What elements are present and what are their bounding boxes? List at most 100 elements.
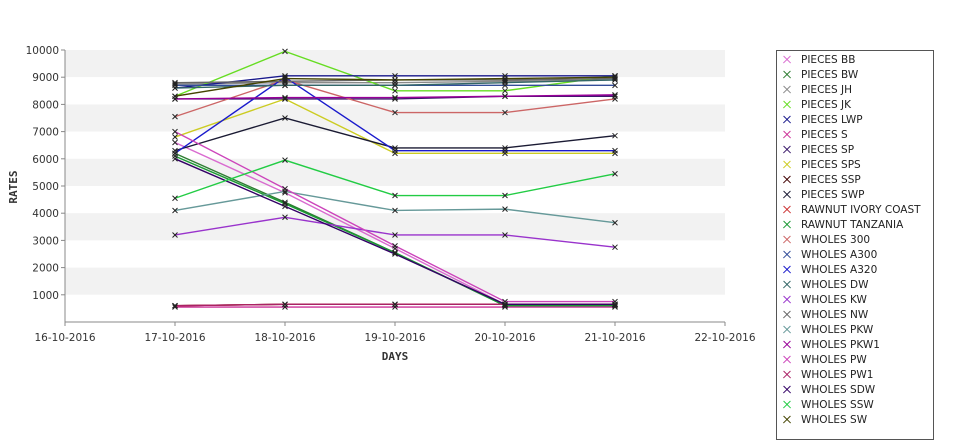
data-point	[502, 147, 508, 154]
data-point	[392, 242, 398, 249]
data-point	[612, 132, 618, 139]
data-point	[172, 93, 178, 100]
data-point	[282, 301, 288, 308]
data-point	[282, 96, 288, 102]
legend-label: PIECES BB	[801, 53, 856, 66]
x-tick-label: 22-10-2016	[694, 332, 755, 344]
data-point	[392, 94, 398, 101]
data-point	[502, 192, 508, 199]
data-point	[502, 87, 508, 94]
data-point	[282, 157, 288, 164]
legend-marker-icon	[781, 204, 793, 216]
data-point	[502, 93, 508, 100]
legend-marker-icon	[781, 114, 793, 126]
data-point	[612, 92, 618, 98]
legend-marker-icon	[781, 219, 793, 231]
x-tick-label: 21-10-2016	[584, 332, 645, 344]
legend-label: WHOLES DW	[801, 278, 869, 291]
legend-marker-icon	[781, 384, 793, 396]
legend-label: PIECES SSP	[801, 173, 861, 186]
data-point	[502, 109, 508, 116]
legend-item: WHOLES DW	[781, 277, 869, 292]
data-point	[392, 207, 398, 214]
data-point	[282, 115, 288, 121]
y-tick-label: 7000	[32, 127, 59, 139]
legend-item: RAWNUT IVORY COAST	[781, 202, 921, 217]
legend-marker-icon	[781, 369, 793, 381]
legend-item: PIECES JH	[781, 82, 852, 97]
legend-label: PIECES JK	[801, 98, 852, 111]
data-point	[502, 232, 508, 238]
legend-item: PIECES LWP	[781, 112, 863, 127]
y-tick-labels: 1000 2000 3000 4000 5000 6000 7000 8000 9000 1000…	[26, 45, 65, 302]
legend-label: WHOLES SW	[801, 413, 868, 426]
data-point	[172, 113, 178, 120]
data-point	[502, 301, 508, 308]
data-point	[392, 109, 398, 116]
data-point	[502, 75, 508, 82]
data-point	[392, 249, 398, 256]
legend-marker-icon	[781, 294, 793, 306]
data-point	[172, 85, 178, 91]
data-point	[392, 77, 398, 83]
data-point	[612, 301, 618, 308]
legend-item: WHOLES A320	[781, 262, 877, 277]
data-point	[282, 94, 288, 101]
legend-item: PIECES BB	[781, 52, 855, 67]
data-point	[392, 232, 398, 238]
data-point	[612, 219, 618, 226]
legend-item: WHOLES PKW	[781, 322, 873, 337]
data-point	[612, 75, 618, 82]
data-points	[172, 48, 618, 310]
legend-item: WHOLES PW1	[781, 367, 873, 382]
legend-label: WHOLES SSW	[801, 398, 874, 411]
plot-band	[65, 158, 725, 186]
x-tick-label: 20-10-2016	[474, 332, 535, 344]
legend-item: WHOLES PKW1	[781, 337, 880, 352]
legend-item: WHOLES 300	[781, 232, 870, 247]
legend-label: WHOLES A320	[801, 263, 878, 276]
x-tick-labels: 16-10-2016 17-10-2016 18-10-2016 19-10-2016…	[34, 322, 756, 344]
legend-item: WHOLES SW	[781, 412, 867, 427]
data-point	[282, 82, 288, 89]
y-tick-label: 6000	[32, 154, 59, 166]
legend-marker-icon	[781, 189, 793, 201]
legend-label: WHOLES SDW	[801, 383, 876, 396]
data-point	[172, 232, 178, 238]
legend-item: PIECES SSP	[781, 172, 861, 187]
y-tick-label: 2000	[32, 263, 59, 275]
legend-marker-icon	[781, 99, 793, 111]
legend-marker-icon	[781, 324, 793, 336]
data-point	[502, 302, 508, 309]
legend-item: PIECES SWP	[781, 187, 864, 202]
legend-label: WHOLES PW1	[801, 368, 874, 381]
legend-label: PIECES SPS	[801, 158, 861, 171]
data-point	[172, 128, 178, 135]
data-point	[282, 185, 288, 192]
data-point	[392, 301, 398, 308]
legend-label: PIECES JH	[801, 83, 853, 96]
legend-label: WHOLES KW	[801, 293, 867, 306]
data-point	[392, 251, 398, 257]
x-tick-label: 19-10-2016	[364, 332, 425, 344]
x-tick-label: 16-10-2016	[34, 332, 95, 344]
legend-label: WHOLES NW	[801, 308, 869, 321]
plot-band	[65, 50, 725, 78]
x-tick-label: 18-10-2016	[254, 332, 315, 344]
legend-marker-icon	[781, 159, 793, 171]
legend-marker-icon	[781, 399, 793, 411]
plot-band	[65, 213, 725, 241]
legend-item: PIECES JK	[781, 97, 851, 112]
y-tick-label: 1000	[32, 290, 59, 302]
data-point	[612, 302, 618, 309]
legend-label: PIECES BW	[801, 68, 859, 81]
data-point	[392, 82, 398, 89]
legend-marker-icon	[781, 129, 793, 141]
legend-marker-icon	[781, 174, 793, 186]
data-point	[392, 192, 398, 199]
legend-item: WHOLES A300	[781, 247, 877, 262]
legend-marker-icon	[781, 69, 793, 81]
data-point	[612, 170, 618, 177]
data-point	[612, 82, 618, 89]
legend-label: PIECES S	[801, 128, 848, 141]
